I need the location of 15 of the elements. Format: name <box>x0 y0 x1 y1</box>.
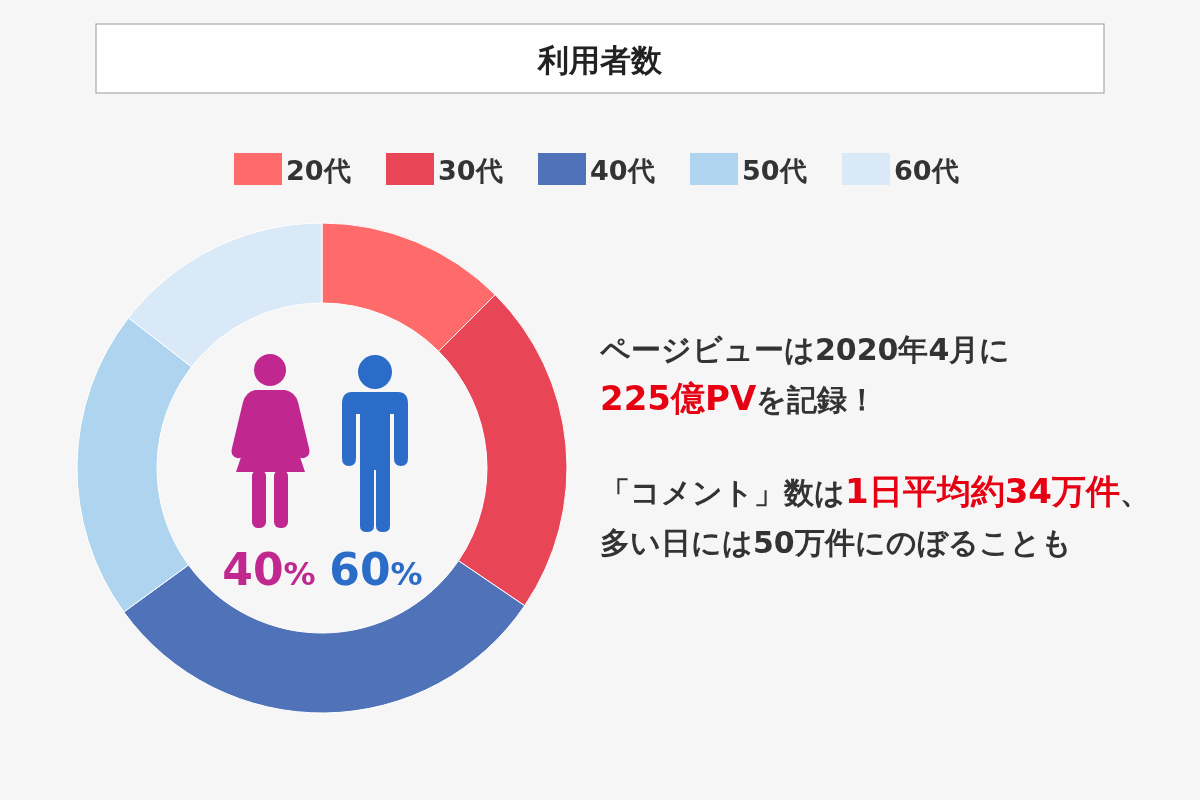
text: を記録！ <box>756 382 878 417</box>
text: ページビューは2020年4月に <box>599 332 1011 367</box>
text: 225億PV <box>600 378 757 418</box>
legend-label: 40代 <box>590 155 655 186</box>
text: 「コメント」数は <box>600 475 845 510</box>
text: 、 <box>1119 475 1150 510</box>
legend-label: 60代 <box>894 155 959 186</box>
text: 60% <box>329 544 423 595</box>
text: 1日平均約34万件 <box>845 471 1120 511</box>
legend-label: 30代 <box>438 155 503 186</box>
chart-title: 利用者数 <box>536 42 663 78</box>
legend-label: 50代 <box>742 155 807 186</box>
legend-label: 20代 <box>286 155 351 186</box>
text: 多い日には50万件にのぼることも <box>600 525 1072 560</box>
text: 40% <box>222 544 316 595</box>
